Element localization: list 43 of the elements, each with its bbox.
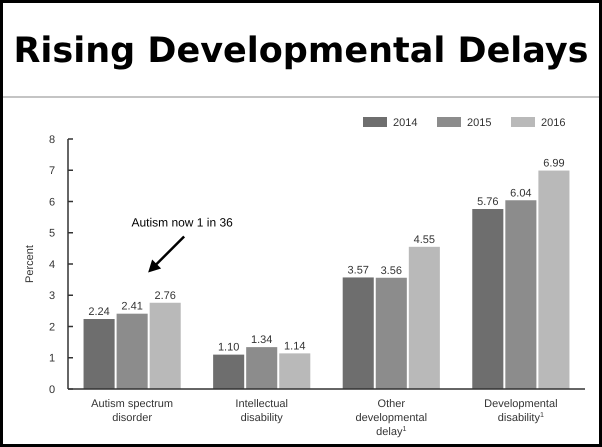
text: 5.76 — [477, 196, 499, 208]
y-tick-label: 5 — [48, 228, 56, 240]
text: 1.10 — [218, 342, 240, 354]
bar — [376, 278, 407, 389]
y-tick-label: 4 — [48, 258, 56, 271]
y-tick-label: 0 — [48, 384, 56, 396]
annotation: Autism now 1 in 36 — [131, 216, 234, 230]
bar — [279, 353, 310, 389]
text: 6.99 — [543, 158, 565, 170]
text: 1.14 — [284, 340, 306, 352]
legend-label: 2016 — [541, 117, 566, 129]
bar — [213, 354, 244, 389]
text: 2.24 — [88, 306, 110, 318]
chart-title: Rising Developmental Delays — [13, 31, 589, 71]
y-axis-title: Percent — [24, 245, 36, 283]
x-tick-label: Autism spectrum disorder — [91, 398, 174, 424]
text: 4.55 — [414, 234, 436, 246]
y-tick-label: 1 — [48, 352, 56, 365]
y-tick-label: 6 — [48, 196, 56, 208]
x-tick-label: Intellectual disability — [235, 398, 288, 424]
text: 2.76 — [154, 290, 176, 302]
text: 3.57 — [348, 264, 369, 276]
bar — [342, 277, 374, 389]
bar — [84, 319, 115, 389]
bar — [408, 246, 440, 389]
text: 1.34 — [251, 334, 272, 346]
bar — [538, 170, 570, 389]
bar — [505, 200, 536, 389]
y-tick-label: 7 — [48, 165, 56, 178]
x-tick-label: Other developmental delay$^{1}$ — [356, 398, 428, 438]
bar — [150, 302, 181, 389]
text: 2.41 — [121, 300, 143, 313]
bar — [472, 209, 504, 389]
y-tick-label: 8 — [48, 134, 56, 146]
legend-label: 2015 — [467, 117, 492, 129]
y-tick-label: 2 — [48, 321, 56, 334]
x-tick-label: Developmental disability$^{1}$ — [484, 398, 558, 424]
bar — [246, 347, 278, 389]
text: 3.56 — [380, 264, 402, 277]
bar — [116, 314, 148, 389]
legend-label: 2014 — [393, 117, 418, 129]
y-tick-label: 3 — [48, 290, 56, 302]
text: 6.04 — [510, 187, 532, 200]
